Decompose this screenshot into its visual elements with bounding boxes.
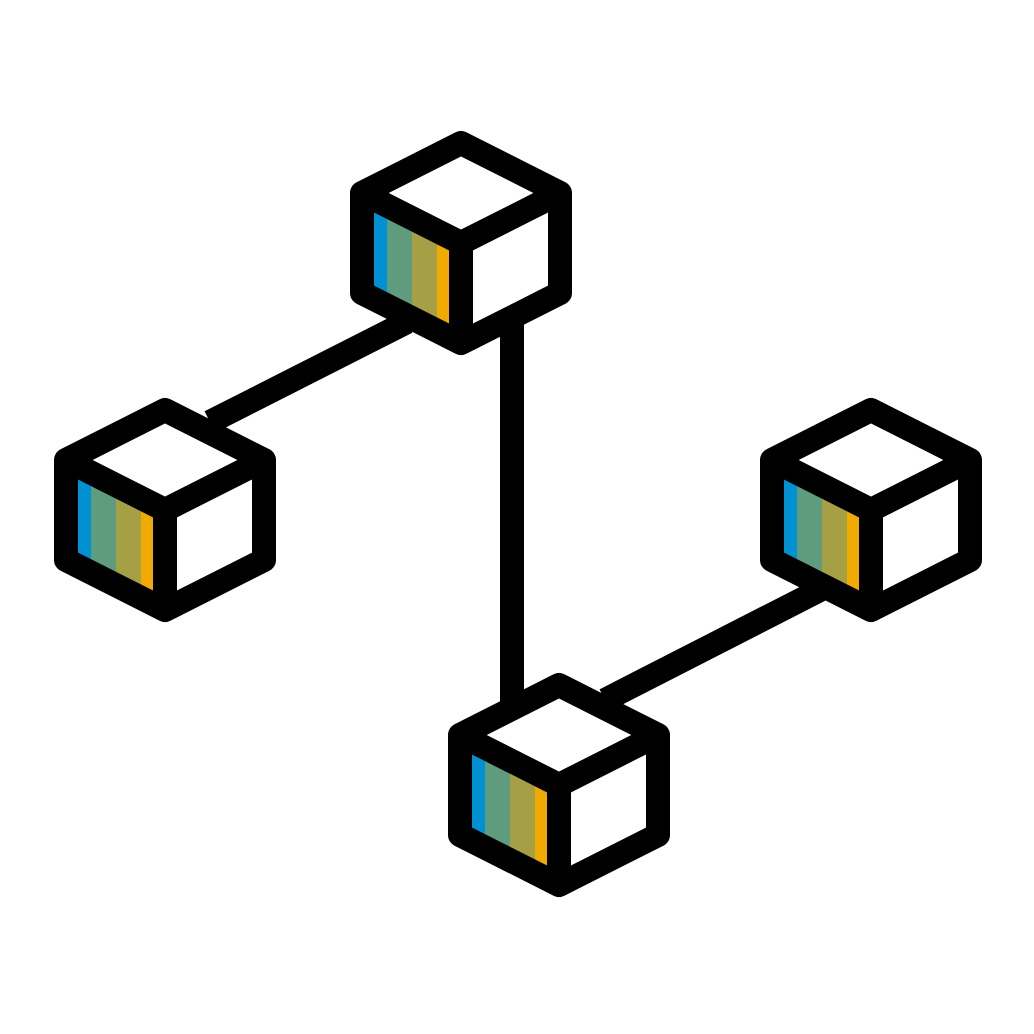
cube-left-outline xyxy=(54,398,276,622)
cube-right-outline xyxy=(760,398,982,622)
cube-top-outline xyxy=(350,131,572,355)
cube-bottom xyxy=(448,673,670,897)
cube-right xyxy=(760,398,982,622)
link-bottom-to-right xyxy=(599,579,826,711)
cube-bottom-outline xyxy=(448,673,670,897)
link-lines xyxy=(204,311,826,711)
link-top-to-left xyxy=(204,311,413,433)
cube-left xyxy=(54,398,276,622)
